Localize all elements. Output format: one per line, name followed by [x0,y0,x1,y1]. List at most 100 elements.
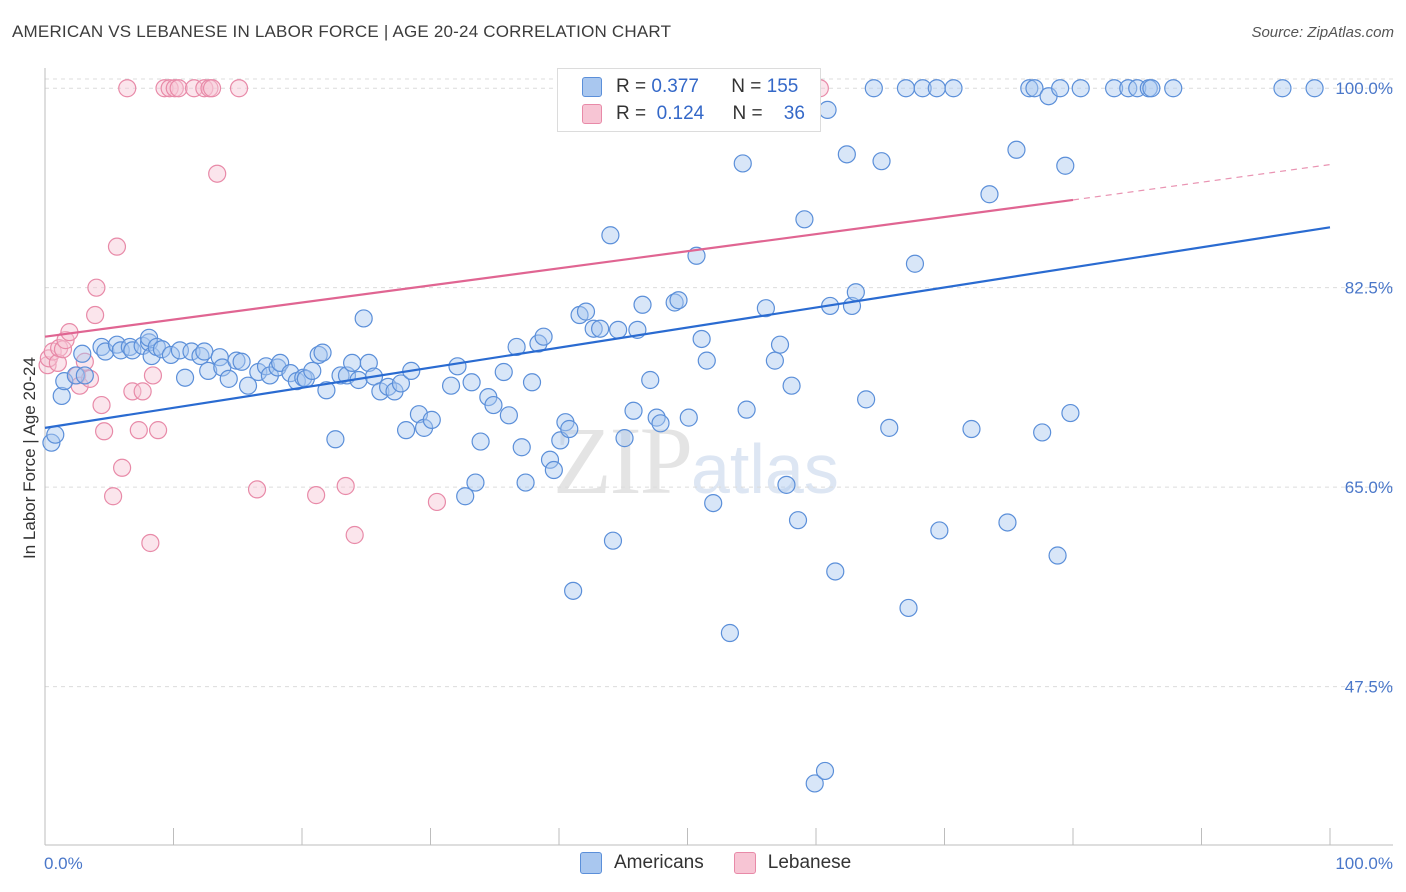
americans-point [182,342,201,361]
chart-title: AMERICAN VS LEBANESE IN LABOR FORCE | AG… [12,22,672,41]
americans-point [805,774,824,793]
americans-point [1273,79,1292,98]
americans-point [391,374,411,393]
americans-point [669,291,688,310]
lebanese-point [155,79,174,98]
lebanese-point [165,79,184,98]
americans-point [913,79,932,98]
americans-point [899,598,918,618]
americans-point [818,100,837,119]
americans-point [331,366,350,385]
americans-point [232,352,251,371]
americans-point [238,376,258,395]
americans-point [788,511,808,530]
lebanese-point [336,476,355,496]
americans-point [1164,79,1183,98]
americans-point [142,346,161,366]
americans-point [1105,79,1124,98]
americans-point [591,319,610,338]
lebanese-point [107,237,127,256]
bottom-legend-lebanese: Lebanese [733,852,851,874]
americans-point [1071,79,1090,98]
americans-point [1051,79,1070,98]
americans-point [864,79,883,98]
americans-point [544,460,563,480]
americans-point [697,351,716,370]
americans-point [962,419,981,439]
americans-point [448,357,467,376]
americans-point [75,366,94,385]
americans-point [615,429,634,448]
lebanese-point [229,79,249,98]
lebanese-point [307,486,326,505]
americans-point [73,344,92,363]
americans-point [441,376,461,395]
americans-point [534,327,553,346]
legend-swatch-lebanese [582,104,602,124]
americans-point [770,335,790,354]
americans-point [1142,79,1161,98]
source-label: Source: ZipAtlas.com [1251,24,1394,41]
americans-point [120,337,139,357]
legend-swatch-americans [582,77,602,97]
legend-r-value: 0.377 [651,76,699,97]
lebanese-point [87,278,106,297]
lebanese-point [202,79,222,98]
lebanese-point [129,421,148,440]
americans-point [826,562,845,581]
americans-point [303,361,322,380]
x-tick-label-max: 100.0% [1335,854,1393,873]
americans-point [944,79,963,98]
lebanese-point [247,480,267,499]
legend-swatch-lebanese [733,852,756,874]
americans-point [880,418,899,437]
americans-point [733,154,752,173]
americans-point [872,152,891,171]
americans-point [359,353,378,373]
americans-point [998,513,1017,532]
lebanese-point [195,79,214,98]
lebanese-point [143,366,163,385]
americans-point [1305,79,1324,98]
americans-point [624,401,643,420]
y-tick-label: 47.5% [1345,678,1393,697]
americans-point [601,226,620,245]
americans-point [512,438,531,457]
y-tick-label: 100.0% [1335,79,1393,98]
americans-point [499,406,518,425]
americans-point [609,320,628,339]
lebanese-point [184,79,204,98]
americans-point [837,145,856,164]
lebanese-point [118,79,137,98]
americans-point [219,369,238,388]
bottom-legend-americans: Americans [580,852,704,874]
americans-trend-line [44,226,1331,429]
americans-point [466,473,485,492]
lebanese-points [38,79,829,553]
lebanese-point [104,487,123,506]
americans-point [795,210,814,229]
americans-point [354,309,373,328]
americans-point [422,410,441,429]
trend-lines [44,164,1331,429]
americans-point [782,376,801,395]
x-tick-label-min: 0.0% [44,854,83,873]
americans-point [1061,403,1080,423]
americans-point [641,370,660,390]
americans-points [42,79,1324,793]
lebanese-point [95,422,114,441]
bottom-legend: Americans Lebanese [580,852,881,874]
americans-point [343,353,362,373]
americans-point [123,341,142,360]
tick-labels: 100.0% 82.5% 65.0% 47.5% 0.0% 100.0% [44,79,1393,873]
americans-point [564,581,583,600]
lebanese-point [208,164,227,183]
legend-r-value: 0.124 [656,103,705,124]
lebanese-point [112,458,132,477]
lebanese-point [427,492,447,512]
americans-point [152,340,172,359]
americans-point [161,345,181,365]
americans-point [846,283,865,302]
legend-r-label: R = [616,103,647,124]
